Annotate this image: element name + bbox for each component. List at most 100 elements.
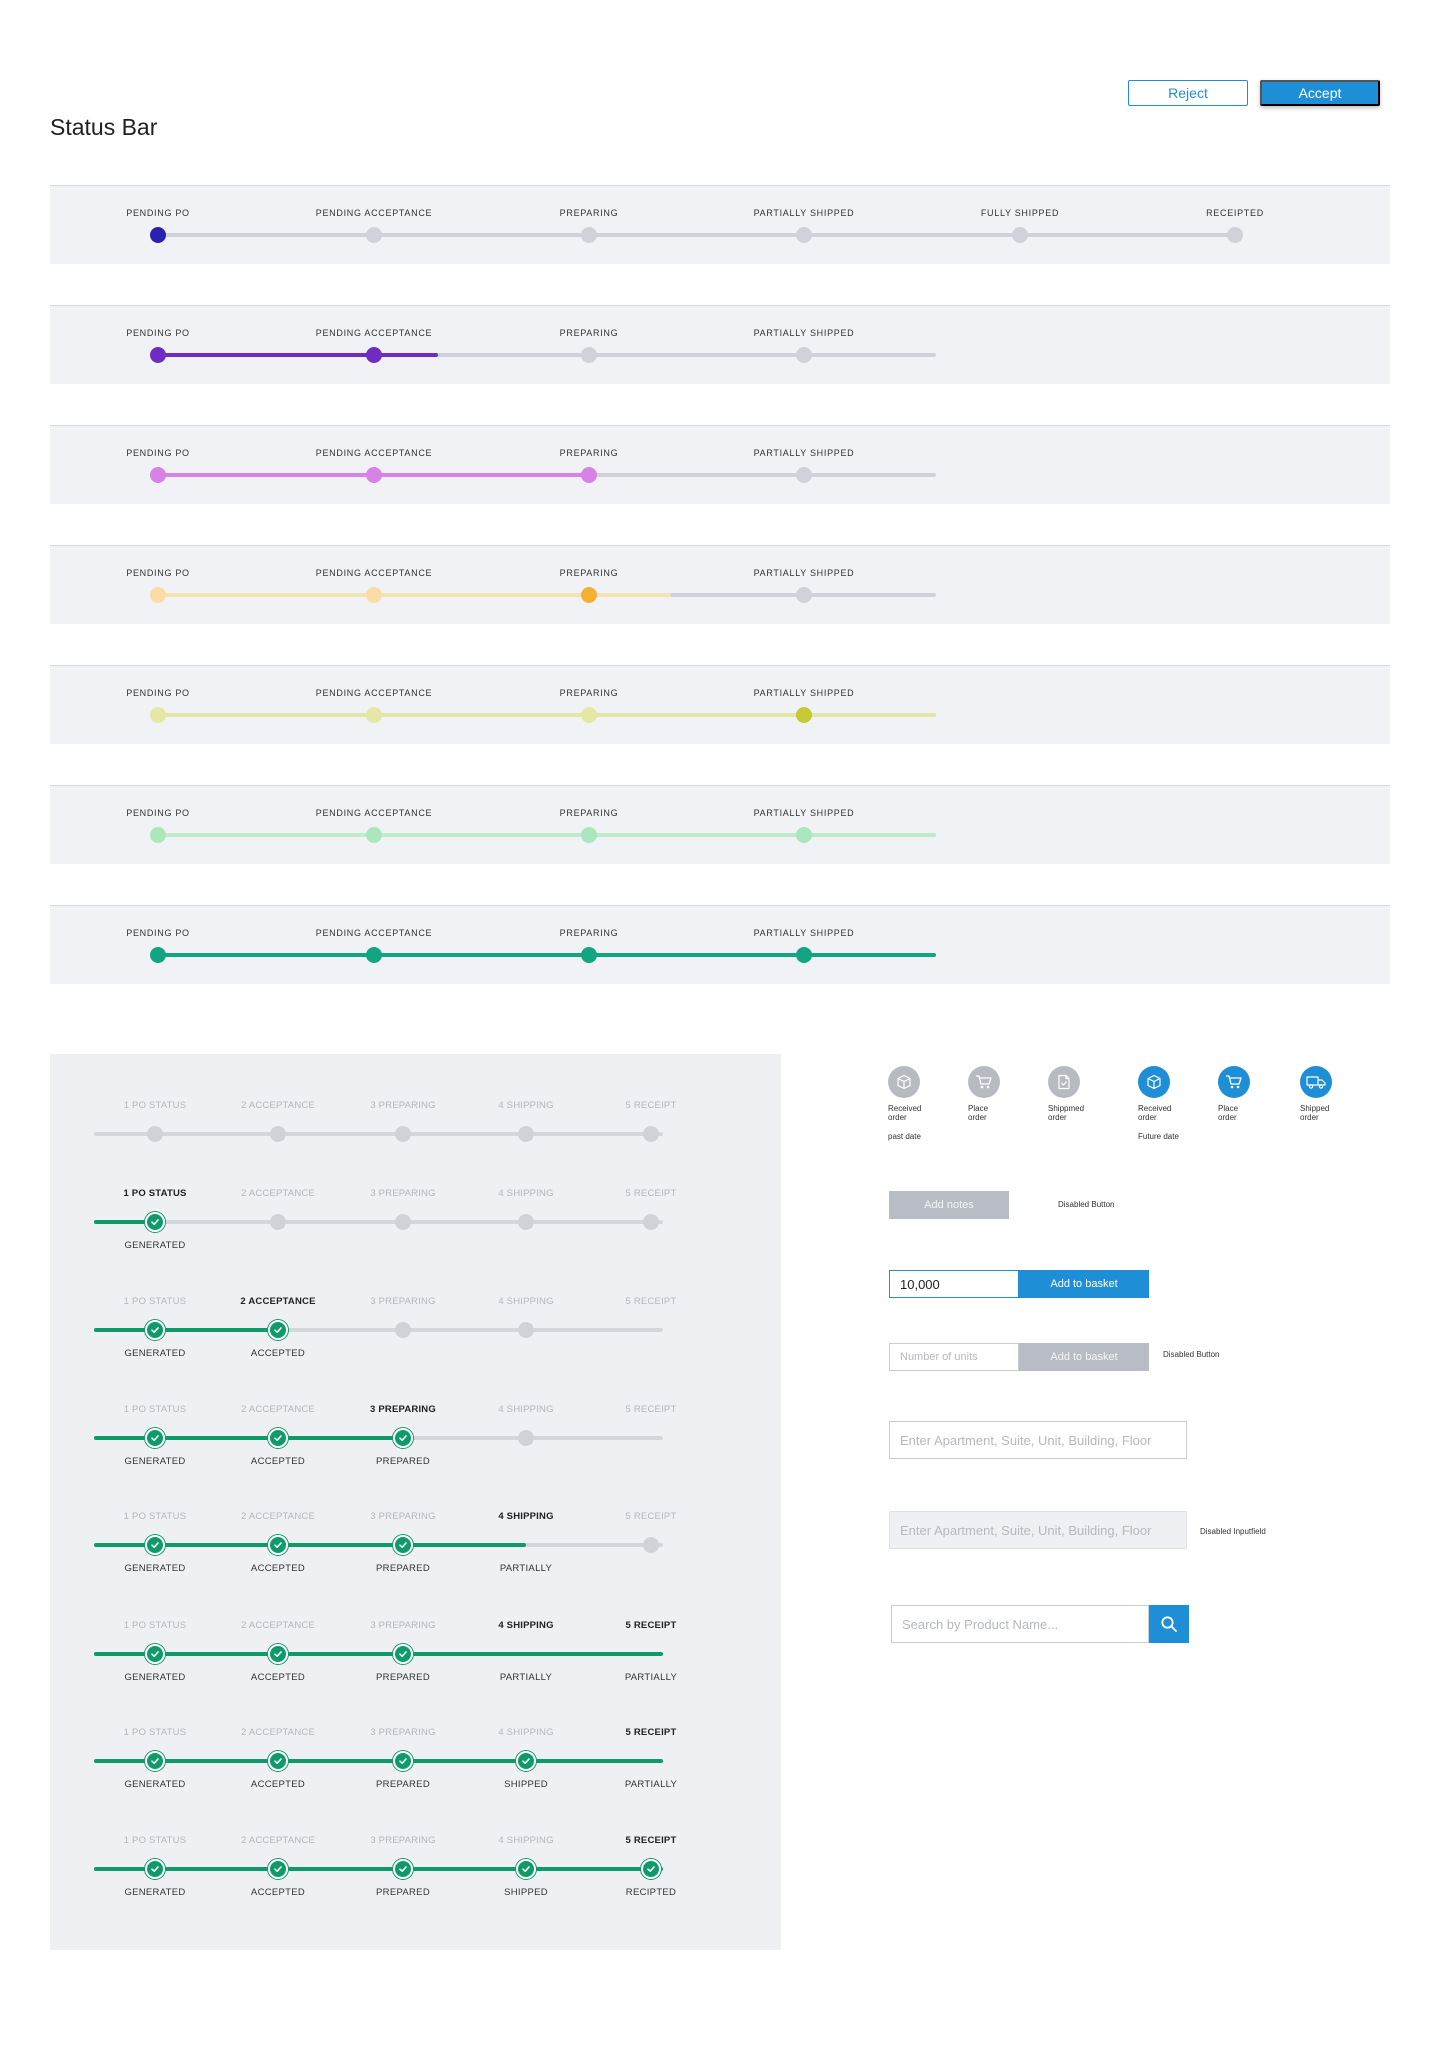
status-step-dot[interactable] [366,467,382,483]
step-pending-dot[interactable] [147,1126,163,1142]
cart-icon[interactable] [1218,1066,1250,1098]
status-step-dot[interactable] [796,467,812,483]
status-step-dot[interactable] [581,227,597,243]
status-step-dot[interactable] [581,467,597,483]
step-pending-dot[interactable] [395,1322,411,1338]
box-icon[interactable] [888,1066,920,1098]
status-step-dot[interactable] [796,347,812,363]
reject-button[interactable]: Reject [1128,80,1248,106]
status-step-dot[interactable] [796,707,812,723]
stepper-step-label: 1 PO STATUS [123,1835,187,1846]
step-complete-icon[interactable] [268,1644,288,1664]
status-step-dot[interactable] [1012,227,1028,243]
status-step-dot[interactable] [150,947,166,963]
cart-icon[interactable] [968,1066,1000,1098]
status-step-dot[interactable] [366,947,382,963]
step-pending-dot[interactable] [270,1214,286,1230]
future-date-label: Future date [1138,1132,1179,1141]
search-button[interactable] [1149,1605,1189,1643]
stepper-step-status: PREPARED [376,1456,430,1467]
step-pending-dot[interactable] [518,1322,534,1338]
quantity-input[interactable]: 10,000 [889,1270,1019,1298]
step-complete-icon[interactable] [393,1428,413,1448]
truck-icon[interactable] [1300,1066,1332,1098]
status-step-dot[interactable] [581,707,597,723]
add-to-basket-disabled-button[interactable]: Add to basket [1019,1343,1149,1371]
step-complete-icon[interactable] [516,1751,536,1771]
step-pending-dot[interactable] [518,1430,534,1446]
step-complete-icon[interactable] [268,1859,288,1879]
status-progress [158,833,936,837]
status-step-dot[interactable] [150,227,166,243]
status-step-dot[interactable] [796,227,812,243]
step-partial-icon[interactable] [641,1751,661,1771]
address-input[interactable]: Enter Apartment, Suite, Unit, Building, … [889,1421,1187,1459]
step-complete-icon[interactable] [268,1751,288,1771]
step-complete-icon[interactable] [393,1751,413,1771]
stepper-progress [94,1543,526,1547]
step-complete-icon[interactable] [516,1859,536,1879]
step-complete-icon[interactable] [268,1428,288,1448]
status-step-dot[interactable] [150,467,166,483]
step-pending-dot[interactable] [395,1214,411,1230]
search-input[interactable]: Search by Product Name... [891,1605,1149,1643]
status-step-dot[interactable] [366,227,382,243]
step-partial-icon[interactable] [516,1535,536,1555]
step-complete-icon[interactable] [145,1212,165,1232]
status-step-dot[interactable] [150,587,166,603]
step-complete-icon[interactable] [268,1535,288,1555]
step-complete-icon[interactable] [145,1751,165,1771]
status-step-dot[interactable] [796,827,812,843]
status-step-dot[interactable] [581,587,597,603]
step-partial-icon[interactable] [516,1644,536,1664]
status-step-dot[interactable] [1227,227,1243,243]
stepper-track [94,1328,663,1332]
status-step-dot[interactable] [796,587,812,603]
units-input[interactable]: Number of units [889,1343,1019,1371]
status-step-dot[interactable] [150,827,166,843]
stepper-step-status: GENERATED [124,1240,186,1251]
status-step-dot[interactable] [366,827,382,843]
stepper-step-label: 5 RECEIPT [625,1188,677,1199]
stepper-row: 1 PO STATUS GENERATED 2 ACCEPTANCE 3 PREPAR… [50,1188,781,1288]
step-pending-dot[interactable] [643,1214,659,1230]
status-step-dot[interactable] [366,587,382,603]
step-complete-icon[interactable] [393,1644,413,1664]
step-complete-icon[interactable] [268,1320,288,1340]
status-step-label: PREPARING [559,808,619,818]
step-complete-icon[interactable] [641,1859,661,1879]
status-step-label: PENDING PO [126,928,190,938]
status-step-dot[interactable] [581,827,597,843]
step-partial-icon[interactable] [641,1644,661,1664]
status-step-dot[interactable] [366,707,382,723]
step-complete-icon[interactable] [145,1320,165,1340]
stepper-row: 1 PO STATUS 2 ACCEPTANCE 3 PREPARING 4 SHIP… [50,1100,781,1200]
step-pending-dot[interactable] [395,1126,411,1142]
status-step-dot[interactable] [150,707,166,723]
step-complete-icon[interactable] [393,1859,413,1879]
stepper-step-label: 4 SHIPPING [498,1511,554,1522]
stepper-step-label: 2 ACCEPTANCE [240,1511,316,1522]
step-pending-dot[interactable] [643,1126,659,1142]
stepper-progress [94,1328,278,1332]
step-complete-icon[interactable] [393,1535,413,1555]
step-pending-dot[interactable] [270,1126,286,1142]
accept-button[interactable]: Accept [1260,80,1380,106]
status-step-dot[interactable] [581,947,597,963]
step-pending-dot[interactable] [518,1214,534,1230]
step-complete-icon[interactable] [145,1644,165,1664]
box-icon[interactable] [1138,1066,1170,1098]
step-pending-dot[interactable] [518,1126,534,1142]
document-icon[interactable] [1048,1066,1080,1098]
stepper-step-status: RECIPTED [625,1887,677,1898]
step-pending-dot[interactable] [643,1537,659,1553]
status-step-dot[interactable] [796,947,812,963]
step-complete-icon[interactable] [145,1859,165,1879]
status-step-dot[interactable] [581,347,597,363]
add-to-basket-button[interactable]: Add to basket [1019,1270,1149,1298]
add-notes-button[interactable]: Add notes [889,1191,1009,1219]
step-complete-icon[interactable] [145,1428,165,1448]
status-step-dot[interactable] [366,347,382,363]
status-step-dot[interactable] [150,347,166,363]
step-complete-icon[interactable] [145,1535,165,1555]
